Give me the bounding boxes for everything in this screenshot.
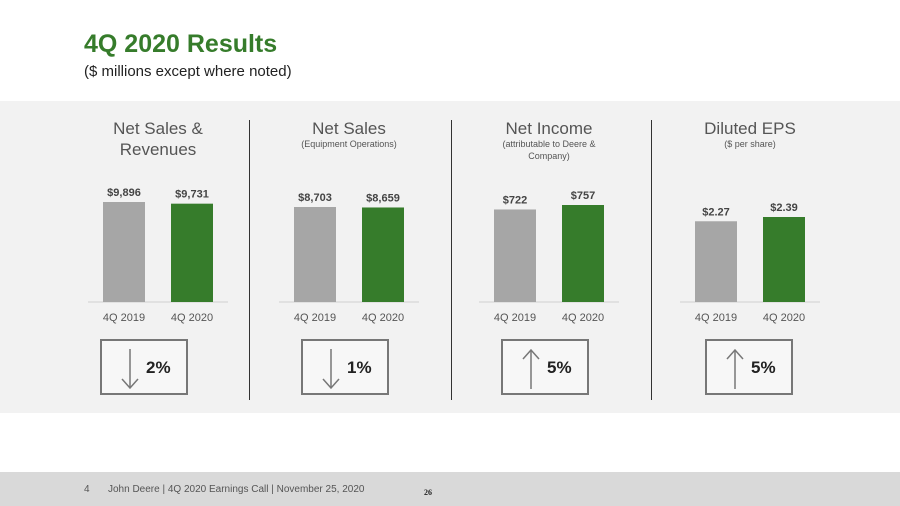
category-label: 4Q 2019 (695, 312, 737, 324)
page-subtitle: ($ millions except where noted) (84, 63, 292, 80)
change-box: 2% (100, 339, 188, 395)
bar (494, 209, 536, 302)
divider (249, 120, 250, 400)
change-box: 5% (705, 339, 793, 395)
bar (695, 221, 737, 302)
down-arrow-icon (322, 349, 340, 390)
chart-title: Net Sales (312, 119, 386, 138)
chart-title: Diluted EPS (704, 119, 796, 138)
footer-slide-number: 26 (424, 488, 432, 497)
bar-plot: $2.27 4Q 2019 $2.39 4Q 2020 (680, 202, 820, 324)
chart-diluted-eps: Diluted EPS ($ per share) $2.27 4Q 2019 $2… (680, 101, 820, 413)
change-value: 2% (146, 358, 171, 377)
chart-title: Net Sales & Revenues (113, 119, 203, 160)
bar-plot: $9,896 4Q 2019 $9,731 4Q 2020 (88, 187, 228, 324)
divider (451, 120, 452, 400)
data-label: $8,703 (298, 192, 332, 204)
up-arrow-icon (522, 348, 540, 389)
chart-net-income: Net Income (attributable to Deere & Comp… (479, 101, 619, 413)
data-label: $722 (503, 194, 527, 206)
bar (103, 202, 145, 302)
category-label: 4Q 2019 (103, 312, 145, 324)
footer-page-number: 4 (84, 484, 90, 495)
chart-title: Net Income (505, 119, 593, 138)
bar (362, 207, 404, 302)
down-arrow-icon (121, 349, 139, 390)
footer-text: John Deere | 4Q 2020 Earnings Call | Nov… (108, 484, 365, 495)
change-value: 5% (751, 358, 776, 377)
data-label: $9,896 (107, 187, 141, 199)
chart-subtitle: ($ per share) (724, 139, 776, 149)
divider (651, 120, 652, 400)
change-value: 1% (347, 358, 372, 377)
category-label: 4Q 2020 (171, 312, 213, 324)
change-value: 5% (547, 358, 572, 377)
category-label: 4Q 2019 (294, 312, 336, 324)
data-label: $2.39 (770, 202, 798, 214)
bar (562, 205, 604, 302)
up-arrow-icon (726, 348, 744, 389)
page-title: 4Q 2020 Results (84, 30, 278, 58)
chart-subtitle: (attributable to Deere & Company) (502, 139, 596, 162)
data-label: $8,659 (366, 192, 400, 204)
bar (763, 217, 805, 302)
footer: 4 John Deere | 4Q 2020 Earnings Call | N… (0, 472, 900, 506)
chart-net-sales: Net Sales (Equipment Operations) $8,703 4… (279, 101, 419, 413)
chart-net-sales-revenues: Net Sales & Revenues $9,896 4Q 2019 $9,731… (88, 101, 228, 413)
category-label: 4Q 2020 (362, 312, 404, 324)
category-label: 4Q 2019 (494, 312, 536, 324)
data-label: $2.27 (702, 206, 730, 218)
data-label: $757 (571, 190, 595, 202)
bar (294, 207, 336, 302)
bar-plot: $722 4Q 2019 $757 4Q 2020 (479, 190, 619, 324)
category-label: 4Q 2020 (763, 312, 805, 324)
category-label: 4Q 2020 (562, 312, 604, 324)
bar-plot: $8,703 4Q 2019 $8,659 4Q 2020 (279, 192, 419, 324)
data-label: $9,731 (175, 189, 209, 201)
change-box: 5% (501, 339, 589, 395)
change-box: 1% (301, 339, 389, 395)
chart-subtitle: (Equipment Operations) (301, 139, 397, 149)
bar (171, 203, 213, 302)
